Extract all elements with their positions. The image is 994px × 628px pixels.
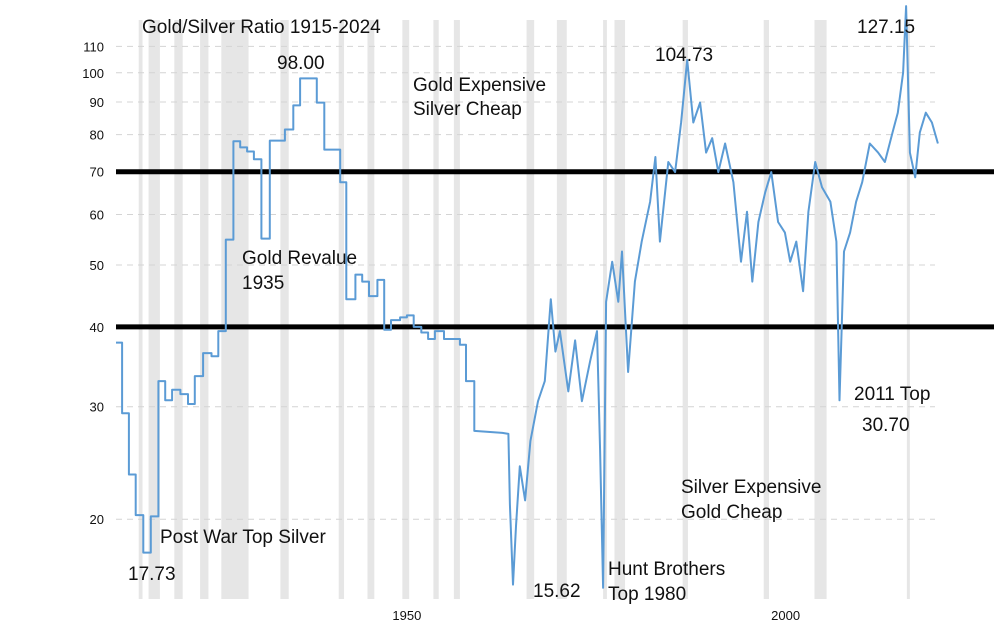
shaded-period: [556, 20, 567, 599]
shaded-period: [763, 20, 770, 599]
shaded-period: [338, 20, 345, 599]
y-tick-label: 70: [90, 165, 104, 180]
shaded-period: [682, 20, 688, 599]
y-tick-label: 20: [90, 512, 104, 527]
annotation: 30.70: [862, 415, 910, 436]
annotation: 2011 Top: [854, 384, 930, 405]
plot: [116, 5, 939, 589]
shaded-period: [526, 20, 535, 599]
shaded-period: [402, 20, 410, 599]
shaded-period: [603, 20, 607, 599]
y-tick-label: 50: [90, 258, 104, 273]
shaded-period: [433, 20, 439, 599]
x-tick-label: 1950: [392, 608, 421, 623]
shaded-period: [280, 20, 289, 599]
shaded-period: [148, 20, 160, 599]
shaded-periods: [138, 20, 910, 599]
annotation: 15.62: [533, 581, 581, 602]
annotation: 98.00: [277, 53, 325, 74]
annotation: Silver Cheap: [413, 99, 522, 120]
shaded-period: [367, 20, 375, 599]
shaded-period: [906, 20, 910, 599]
chart-title: Gold/Silver Ratio 1915-2024: [142, 17, 381, 38]
shaded-period: [200, 20, 209, 599]
x-tick-label: 2000: [771, 608, 800, 623]
annotation: Gold Revalue: [242, 248, 357, 269]
annotation: Hunt Brothers: [608, 559, 725, 580]
annotation: 127.15: [857, 17, 915, 38]
shaded-period: [453, 20, 460, 599]
y-tick-label: 60: [90, 207, 104, 222]
labels: Gold/Silver Ratio 1915-2024 20 30 40 50 60 70…: [82, 17, 930, 623]
shaded-period: [814, 20, 827, 599]
shaded-period: [138, 20, 143, 599]
annotation: Gold Expensive: [413, 75, 546, 96]
y-tick-label: 110: [83, 39, 104, 54]
annotation: 1935: [242, 273, 284, 294]
annotation: 104.73: [655, 45, 713, 66]
y-tick-label: 90: [90, 95, 104, 110]
y-tick-label: 40: [90, 320, 104, 335]
annotation: Silver Expensive: [681, 477, 821, 498]
shaded-period: [614, 20, 626, 599]
annotation: Post War Top Silver: [160, 527, 326, 548]
shaded-period: [174, 20, 183, 599]
annotation: Gold Cheap: [681, 502, 782, 523]
y-tick-label: 80: [90, 128, 104, 143]
annotation: 17.73: [128, 564, 176, 585]
y-tick-label: 30: [90, 400, 104, 415]
series-line: [116, 5, 939, 589]
annotation: Top 1980: [608, 584, 686, 605]
y-tick-label: 100: [82, 66, 104, 81]
